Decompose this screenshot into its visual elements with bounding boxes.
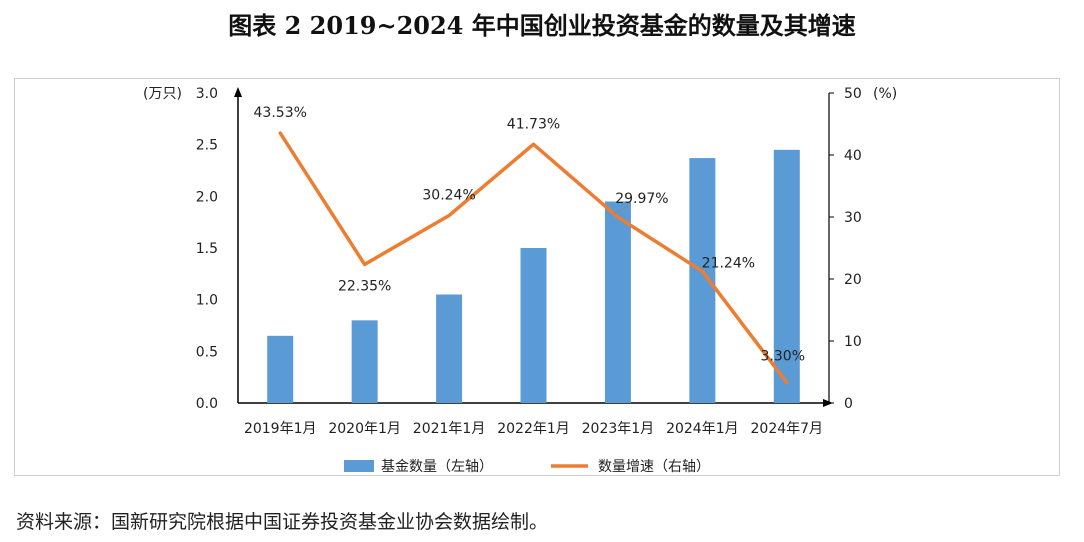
chart-title: 图表 2 2019~2024 年中国创业投资基金的数量及其增速: [228, 11, 856, 40]
chart-frame: [14, 78, 1060, 476]
line-data-label: 3.30%: [761, 349, 805, 365]
line-data-label: 22.35%: [338, 278, 391, 294]
legend: 基金数量（左轴） 数量增速（右轴）: [344, 458, 710, 475]
axes: 0.0 0.5 1.0 1.5 2.0 2.5 3.0 (万只) 2019年1月 2020年1月 2…: [143, 86, 897, 437]
bar: [267, 335, 294, 403]
left-tick-label: 1.0: [196, 293, 218, 309]
x-axis-arrow: [823, 399, 833, 407]
right-axis-unit: (%): [873, 86, 897, 102]
bar: [351, 320, 378, 403]
bar-series: [267, 149, 800, 403]
bar: [436, 294, 463, 403]
left-axis-unit: (万只): [143, 86, 182, 102]
right-tick-label: 10: [844, 334, 862, 350]
line-data-label: 21.24%: [702, 255, 755, 271]
left-tick-label: 0.5: [196, 344, 218, 360]
legend-label-line: 数量增速（右轴）: [598, 459, 710, 475]
left-axis-arrow: [234, 87, 242, 97]
line-data-label: 30.24%: [422, 188, 475, 204]
right-tick-label: 0: [844, 396, 853, 412]
x-tick-label: 2020年1月: [328, 421, 401, 437]
right-tick-label: 20: [844, 272, 862, 288]
bar: [520, 248, 547, 403]
left-tick-label: 3.0: [196, 86, 218, 102]
label-leader-line: [613, 205, 629, 215]
legend-swatch-bar: [344, 460, 374, 472]
line-data-label: 41.73%: [507, 116, 560, 132]
left-tick-label: 2.0: [196, 189, 218, 205]
x-tick-label: 2022年1月: [497, 421, 570, 437]
line-series: [278, 131, 789, 385]
legend-label-bar: 基金数量（左轴）: [381, 458, 493, 475]
x-tick-label: 2024年7月: [751, 421, 824, 437]
source-note: 资料来源：国新研究院根据中国证券投资基金业协会数据绘制。: [16, 511, 549, 533]
bar: [604, 201, 631, 403]
left-tick-label: 1.5: [196, 241, 218, 257]
x-tick-label: 2023年1月: [582, 421, 655, 437]
right-tick-label: 30: [844, 210, 862, 226]
chart-area: 0.0 0.5 1.0 1.5 2.0 2.5 3.0 (万只) 2019年1月 2020年1月 2…: [143, 86, 897, 475]
line-data-label: 29.97%: [615, 191, 668, 207]
line-data-label: 43.53%: [254, 105, 307, 121]
x-tick-label: 2019年1月: [244, 421, 317, 437]
x-tick-label: 2024年1月: [666, 421, 739, 437]
left-tick-label: 2.5: [196, 138, 218, 154]
right-tick-label: 40: [844, 148, 862, 164]
right-tick-label: 50: [844, 86, 862, 102]
data-labels: 43.53% 22.35% 30.24% 41.73% 29.97% 21.24% 3.30…: [254, 105, 806, 364]
x-tick-label: 2021年1月: [413, 421, 486, 437]
bar: [773, 149, 800, 403]
left-tick-label: 0.0: [196, 396, 218, 412]
